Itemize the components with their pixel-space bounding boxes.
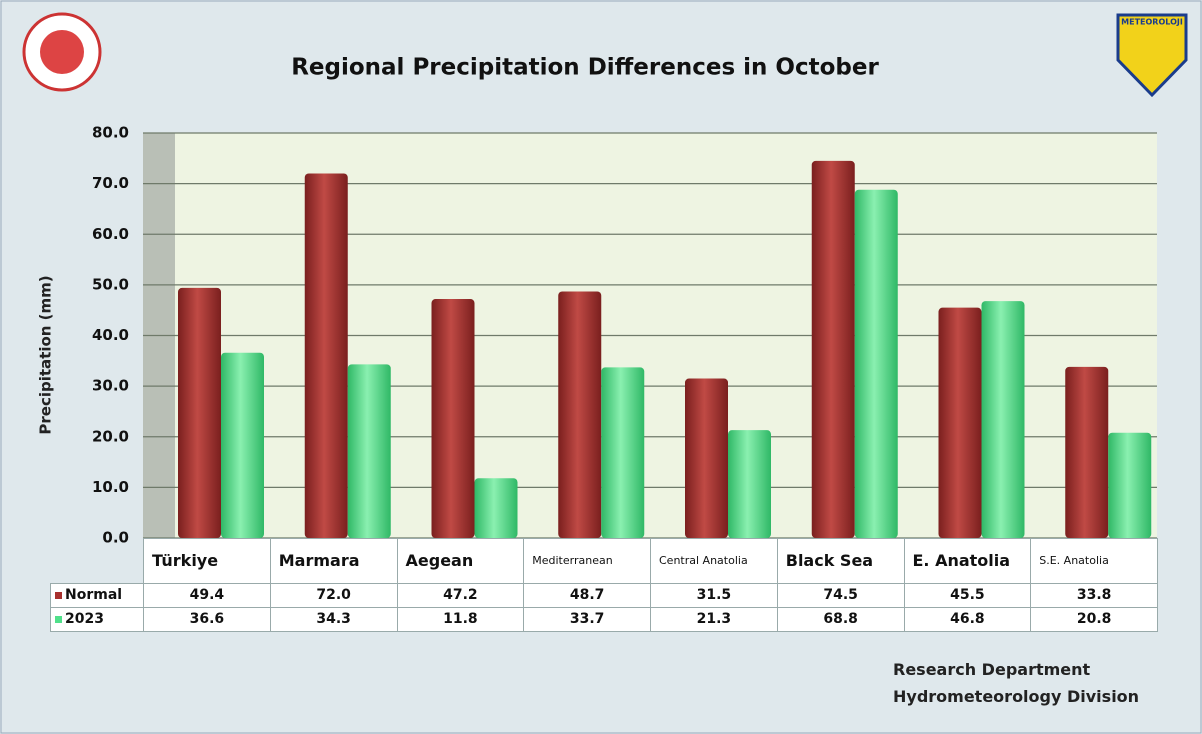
y-tick-label: 80.0 [92,124,129,142]
table-value: 45.5 [903,583,1032,608]
table-value: 72.0 [269,583,398,608]
category-label: Türkiye [143,538,271,584]
category-label: E. Anatolia [903,538,1032,584]
y-tick-label: 70.0 [92,174,129,192]
table-value: 46.8 [903,607,1032,632]
category-label: Aegean [396,538,525,584]
y-tick-label: 60.0 [92,225,129,243]
table-value: 48.7 [523,583,651,608]
y-tick-label: 10.0 [92,478,129,496]
footer-line: Research Department [893,660,1091,679]
bar [981,301,1025,538]
bar [558,291,602,538]
table-value: 33.8 [1030,583,1158,608]
bar [938,307,982,538]
table-value: 68.8 [776,607,905,632]
y-tick-label: 40.0 [92,326,129,344]
bar [1065,366,1109,538]
y-tick-label: 50.0 [92,275,129,293]
footer-line: Hydrometeorology Division [893,687,1140,706]
y-tick-label: 30.0 [92,377,129,395]
legend-entry: 2023 [50,607,144,632]
table-value: 33.7 [523,607,651,632]
table-value: 21.3 [650,607,778,632]
table-value: 36.6 [143,607,271,632]
category-label: Black Sea [776,538,905,584]
y-tick-label: 0.0 [102,529,129,547]
category-label: S.E. Anatolia [1030,538,1158,584]
legend-label: Normal [65,586,123,603]
table-value: 74.5 [776,583,905,608]
legend-entry: Normal [50,583,144,608]
bar [431,299,475,538]
table-value: 20.8 [1030,607,1158,632]
bar [178,287,221,538]
bar [474,478,518,538]
table-value: 49.4 [143,583,271,608]
y-tick-label: 20.0 [92,427,129,445]
bar [221,352,264,538]
table-value: 11.8 [396,607,525,632]
legend-label: 2023 [65,610,104,627]
chart-title: Regional Precipitation Differences in Oc… [291,55,879,81]
category-label: Central Anatolia [650,538,778,584]
y-axis-label: Precipitation (mm) [37,275,55,434]
legend-swatch [55,616,62,623]
bar [601,367,645,538]
category-label: Mediterranean [523,538,651,584]
logo-text: METEOROLOJI [1121,18,1183,27]
bar [347,364,391,538]
logo-right [1116,13,1188,98]
table-value: 47.2 [396,583,525,608]
table-value: 31.5 [650,583,778,608]
bar [304,173,348,538]
bar [811,160,855,538]
bar [1108,432,1152,538]
table-value: 34.3 [269,607,398,632]
bar [854,189,898,538]
category-label: Marmara [269,538,398,584]
legend-swatch [55,592,62,599]
bar [728,430,771,538]
logo-left-inner [40,30,84,74]
bar [685,378,728,538]
